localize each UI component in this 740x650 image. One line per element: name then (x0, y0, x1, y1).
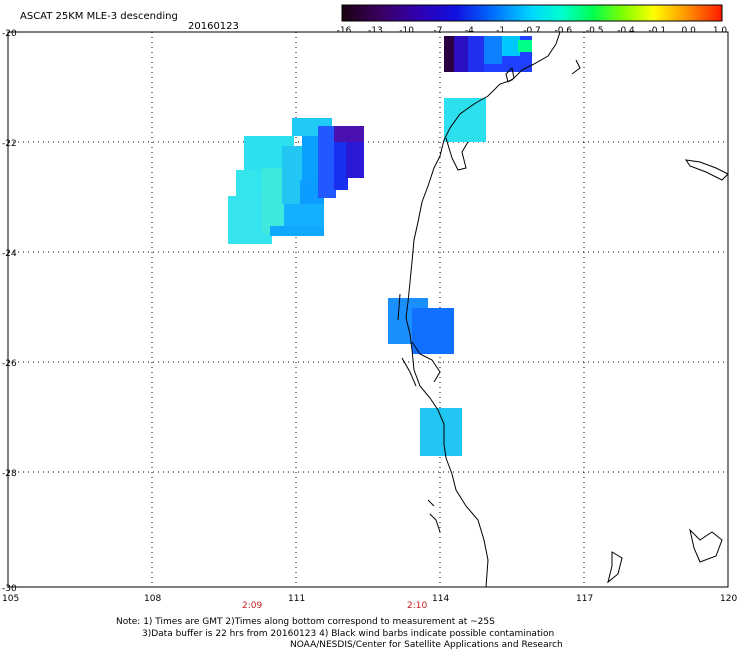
lat-label: -20 (2, 29, 17, 39)
lon-labels: 105 108 111 114 117 120 (2, 594, 737, 604)
colorbar-label: -0.6 (555, 26, 573, 36)
lat-label: -26 (2, 359, 17, 369)
graticule (8, 32, 728, 587)
footer-note-3: NOAA/NESDIS/Center for Satellite Applica… (290, 640, 563, 650)
lat-label: -24 (2, 249, 17, 259)
lon-label: 111 (288, 594, 305, 604)
footer-note-1: Note: 1) Times are GMT 2)Times along bot… (116, 617, 495, 627)
lon-label: 114 (432, 594, 449, 604)
colorbar-label: -4 (465, 26, 474, 36)
time-label: 2:09 (242, 601, 262, 611)
swath-cluster-west (228, 118, 364, 244)
colorbar-labels: -16 -13 -10 -7 -4 -1 -0.7 -0.6 -0.5 -0.4 -0.1 0.0 1.… (337, 26, 728, 36)
colorbar-label: 1.0 (713, 26, 728, 36)
map-frame (7, 31, 729, 588)
lat-labels: -20 -22 -24 -26 -28 -30 (2, 29, 17, 594)
lon-label: 117 (576, 594, 593, 604)
colorbar-label: -1 (496, 26, 505, 36)
colorbar-label: 0.0 (682, 26, 697, 36)
lat-label: -30 (2, 584, 17, 594)
colorbar-label: -0.7 (523, 26, 541, 36)
colorbar-label: -13 (368, 26, 383, 36)
product-title: ASCAT 25KM MLE-3 descending (20, 11, 178, 22)
colorbar-label: -7 (434, 26, 443, 36)
product-date: 20160123 (188, 21, 239, 32)
colorbar-gradient (341, 4, 723, 22)
time-label: 2:10 (407, 601, 427, 611)
coastline (397, 31, 729, 588)
colorbar-label: -0.1 (649, 26, 667, 36)
swath-cluster-north (444, 36, 532, 142)
lon-label: 105 (2, 594, 19, 604)
plot-border (7, 31, 729, 588)
lon-label: 120 (720, 594, 737, 604)
colorbar-label: -0.5 (586, 26, 604, 36)
colorbar: -16 -13 -10 -7 -4 -1 -0.7 -0.6 -0.5 -0.4 -0.1 0.0 1.… (337, 4, 728, 36)
lat-label: -22 (2, 139, 17, 149)
footer-note-2: 3)Data buffer is 22 hrs from 20160123 4)… (142, 629, 554, 639)
lat-label: -28 (2, 469, 17, 479)
colorbar-label: -16 (337, 26, 352, 36)
lon-label: 108 (144, 594, 161, 604)
colorbar-label: -10 (399, 26, 414, 36)
colorbar-label: -0.4 (617, 26, 635, 36)
